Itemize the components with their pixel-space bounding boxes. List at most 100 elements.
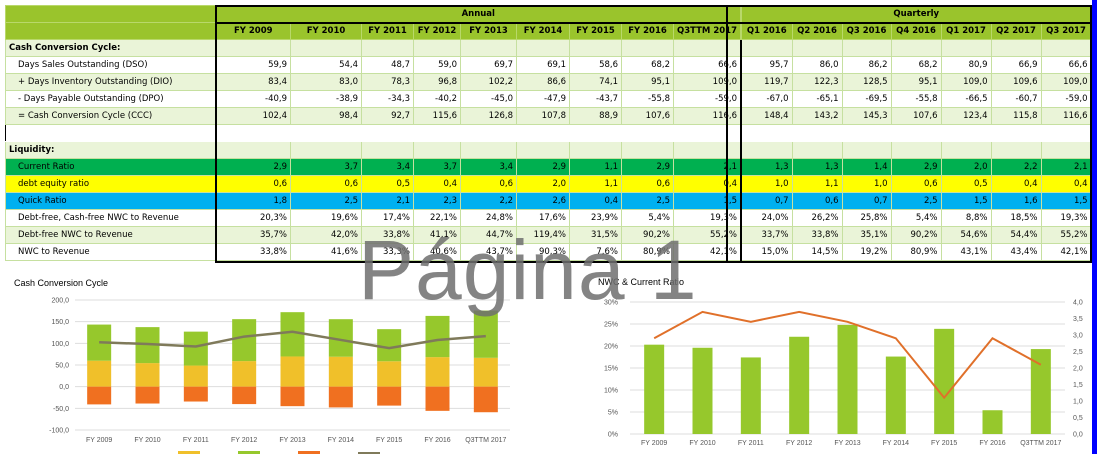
cell-value: 115,6: [413, 107, 461, 125]
x-tick-label: FY 2012: [231, 437, 257, 444]
header-divider: [215, 22, 1092, 24]
column-header: FY 2016: [621, 22, 674, 40]
cell-value: -40,2: [413, 90, 461, 108]
column-header: Q1 2016: [740, 22, 793, 40]
x-tick-label: Q3TTM 2017: [1020, 440, 1061, 447]
y-tick-label: 200,0: [51, 298, 69, 305]
dio-bar: [425, 315, 450, 358]
dso-bar: [473, 357, 498, 387]
column-header: FY 2010: [290, 22, 362, 40]
row-label: debt equity ratio: [5, 175, 216, 193]
y2-tick-label: 4,0: [1073, 300, 1083, 307]
dso-bar: [135, 363, 160, 387]
spacer-row: [5, 124, 1092, 142]
cell-value: 2,6: [516, 192, 570, 210]
cell-value: -66,5: [940, 90, 992, 108]
cell-value: 107,8: [516, 107, 570, 125]
cell-value: 66,6: [1040, 56, 1092, 74]
cell-value: 109,0: [673, 73, 742, 91]
cell-value: 0,6: [290, 175, 362, 193]
cell-value: 68,2: [621, 56, 674, 74]
cell-value: 69,1: [516, 56, 570, 74]
cell-value: 88,9: [569, 107, 622, 125]
cell-value: 122,3: [791, 73, 843, 91]
cell-value: 2,1: [1040, 158, 1092, 176]
ccc-line: [99, 330, 486, 350]
dpo-bar: [377, 386, 402, 406]
cell-value: 2,3: [413, 192, 461, 210]
cell-value: 54,4%: [990, 226, 1042, 244]
cell-value: 1,4: [841, 158, 892, 176]
row-label: + Days Inventory Outstanding (DIO): [5, 73, 216, 91]
cell-value: -65,1: [791, 90, 843, 108]
cell-value: 54,4: [290, 56, 362, 74]
column-header: Q4 2016: [890, 22, 942, 40]
cell-value: 58,6: [569, 56, 622, 74]
dio-bar: [473, 310, 498, 358]
current-ratio-line: [653, 310, 1042, 400]
x-tick-label: FY 2013: [834, 440, 860, 447]
cell-value: 116,6: [1040, 107, 1092, 125]
table-row: NWC to Revenue 33,8% 41,6% 33,3% 40,6% 43,7% 9…: [5, 243, 1092, 261]
cell-value: 107,6: [890, 107, 942, 125]
cell-value: 90,3%: [516, 243, 570, 261]
y2-tick-label: 0,5: [1073, 415, 1083, 422]
y-tick-label: 0%: [608, 432, 618, 439]
section-header-row: Liquidity:: [5, 141, 1092, 159]
dso-bar: [232, 361, 257, 387]
column-header: FY 2012: [413, 22, 461, 40]
cell-value: 26,2%: [791, 209, 843, 227]
column-header: Q2 2017: [990, 22, 1042, 40]
cell-value: 43,7%: [460, 243, 517, 261]
cell-value: 2,5: [621, 192, 674, 210]
cell-value: 109,0: [940, 73, 992, 91]
dpo-bar: [280, 386, 305, 407]
cell-value: 40,6%: [413, 243, 461, 261]
row-label: Days Sales Outstanding (DSO): [5, 56, 216, 74]
cell-value: 2,9: [516, 158, 570, 176]
legend-swatch: [178, 451, 200, 455]
cell-value: 0,7: [740, 192, 793, 210]
cell-value: 86,0: [791, 56, 843, 74]
table-row: Quick Ratio 1,8 2,5 2,1 2,3 2,2 2,6 0,4 2,5 1,5 0,…: [5, 192, 1092, 210]
section-header-row: Cash Conversion Cycle:: [5, 39, 1092, 57]
y2-tick-label: 2,5: [1073, 349, 1083, 356]
cell-value: 80,9: [940, 56, 992, 74]
column-header: FY 2011: [361, 22, 414, 40]
cell-value: 33,8%: [214, 243, 291, 261]
dpo-bar: [328, 386, 353, 408]
window-edge: [1092, 0, 1097, 454]
cell-value: -55,8: [621, 90, 674, 108]
quarterly-header: Quarterly: [740, 5, 1092, 23]
dpo-bar: [473, 386, 498, 413]
cell-value: 33,8%: [361, 226, 414, 244]
column-header: FY 2013: [460, 22, 517, 40]
cell-value: 14,5%: [791, 243, 843, 261]
y-tick-label: 50,0: [55, 363, 69, 370]
x-tick-label: FY 2015: [376, 437, 402, 444]
nwc-bar: [740, 357, 761, 434]
dso-bar: [87, 360, 112, 387]
cell-value: 98,4: [290, 107, 362, 125]
table-row: Debt-free NWC to Revenue 35,7% 42,0% 33,8% 4…: [5, 226, 1092, 244]
cell-value: 19,3%: [673, 209, 742, 227]
cell-value: 2,0: [940, 158, 992, 176]
section-title: Cash Conversion Cycle:: [5, 39, 216, 57]
cell-value: -55,8: [890, 90, 942, 108]
row-label: Debt-free, Cash-free NWC to Revenue: [5, 209, 216, 227]
cell-value: 22,1%: [413, 209, 461, 227]
ccc-chart-svg: 200,0 150,0 100,0 50,0 0,0 -50,0 -100,0 FY 2009…: [49, 298, 510, 455]
cell-value: 1,3: [791, 158, 843, 176]
cell-value: 80,9%: [621, 243, 674, 261]
cell-value: 5,4%: [621, 209, 674, 227]
table-row: Current Ratio 2,9 3,7 3,4 3,7 3,4 2,9 1,1 2,9 2,1…: [5, 158, 1092, 176]
nwc-bar: [837, 324, 858, 434]
cell-value: 42,0%: [290, 226, 362, 244]
y2-tick-label: 3,0: [1073, 333, 1083, 340]
cell-value: 109,6: [990, 73, 1042, 91]
legend-swatch: [298, 451, 320, 455]
cell-value: 148,4: [740, 107, 793, 125]
cell-value: 19,3%: [1040, 209, 1092, 227]
nwc-current-ratio-chart: NWC & Current Ratio 30% 25% 20% 15% 10% 5% 0% 4…: [590, 268, 1092, 454]
cell-value: 3,4: [361, 158, 414, 176]
